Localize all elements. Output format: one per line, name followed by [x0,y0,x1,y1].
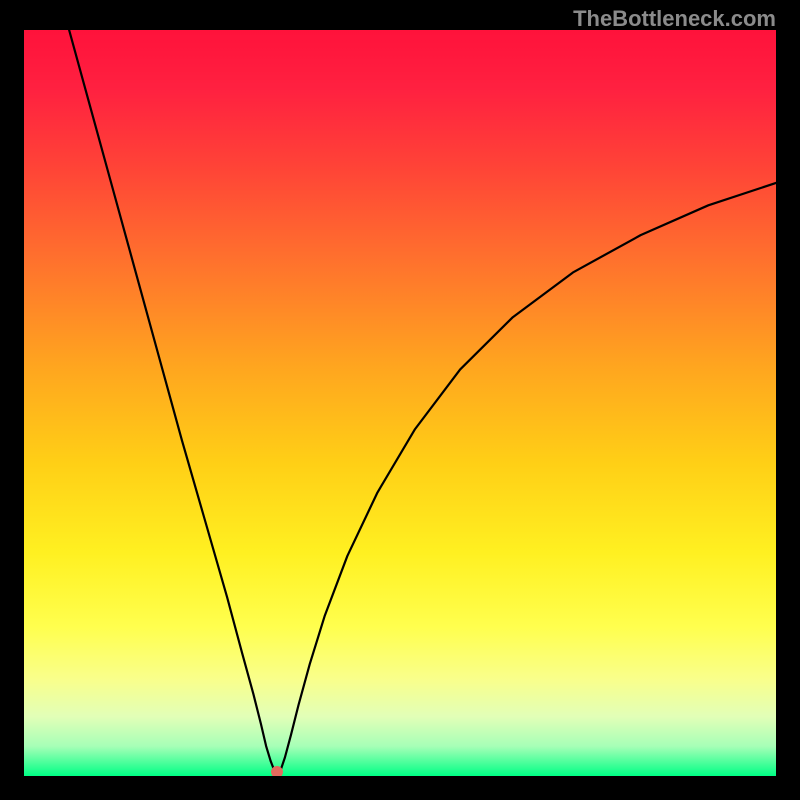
minimum-marker [271,766,283,776]
bottleneck-curve-path [69,30,776,775]
chart-plot-area [24,30,776,776]
chart-curve-layer [24,30,776,776]
watermark-text: TheBottleneck.com [573,6,776,32]
